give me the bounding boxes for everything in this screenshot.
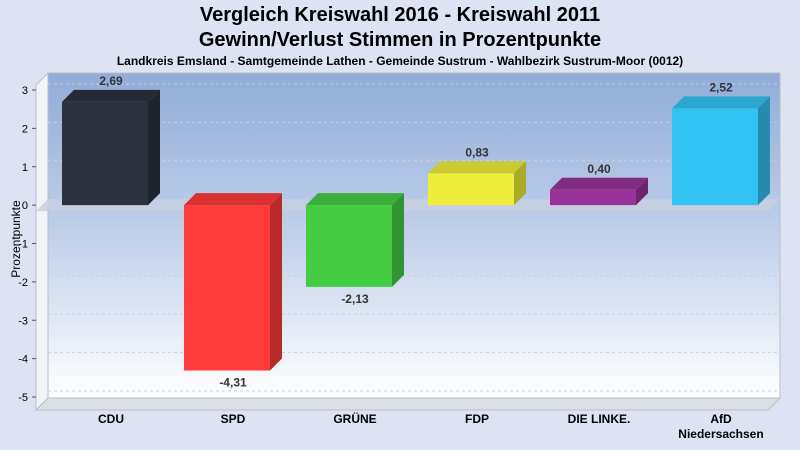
- data-label: -4,31: [219, 376, 247, 390]
- data-label: 2,52: [709, 80, 733, 94]
- bar-top: [184, 193, 282, 206]
- bar-0: [62, 101, 148, 206]
- y-tick-label: -2: [18, 277, 28, 289]
- data-label: 2,69: [99, 74, 123, 88]
- y-tick-label: -4: [18, 354, 28, 366]
- bar-3: [428, 173, 514, 206]
- chart-subtitle: Landkreis Emsland - Samtgemeinde Lathen …: [116, 54, 684, 68]
- left-wall: [35, 71, 49, 412]
- bar-side: [392, 193, 404, 287]
- floor: [34, 397, 782, 411]
- bar-1: [184, 205, 270, 371]
- data-label: 0,40: [587, 162, 611, 176]
- x-tick-label: CDU: [98, 412, 124, 426]
- y-tick-label: 3: [22, 85, 28, 97]
- x-tick-label: DIE LINKE.: [568, 412, 631, 426]
- x-tick-label: Niedersachsen: [678, 427, 763, 441]
- y-tick-label: 2: [22, 123, 28, 135]
- bar-top: [306, 193, 404, 206]
- bar-2: [306, 205, 392, 287]
- data-label: 0,83: [465, 145, 489, 159]
- chart-title-line-2: Gewinn/Verlust Stimmen in Prozentpunkte: [198, 29, 602, 51]
- bar-side: [270, 193, 282, 371]
- bar-top: [428, 161, 526, 174]
- x-tick-label: AfD: [710, 412, 732, 426]
- x-tick-label: GRÜNE: [333, 411, 376, 426]
- plot-back-wall: [47, 72, 781, 399]
- data-label: -2,13: [341, 292, 369, 306]
- y-tick-label: 0: [22, 200, 28, 212]
- bar-side: [758, 96, 770, 206]
- x-tick-label: FDP: [465, 412, 489, 426]
- y-tick-label: -5: [18, 392, 28, 404]
- bar-top: [62, 89, 160, 102]
- bar-side: [636, 177, 648, 206]
- y-tick-label: -1: [18, 239, 28, 251]
- x-tick-label: SPD: [221, 412, 246, 426]
- bar-top: [550, 177, 648, 190]
- y-tick-label: 1: [22, 162, 28, 174]
- bar-4: [550, 189, 636, 206]
- bar-5: [672, 108, 758, 206]
- bar-side: [514, 161, 526, 206]
- bar-side: [148, 89, 160, 206]
- chart-title: Vergleich Kreiswahl 2016 - Kreiswahl 201…: [199, 4, 601, 26]
- bar-top: [672, 96, 770, 109]
- y-tick-label: -3: [18, 315, 28, 327]
